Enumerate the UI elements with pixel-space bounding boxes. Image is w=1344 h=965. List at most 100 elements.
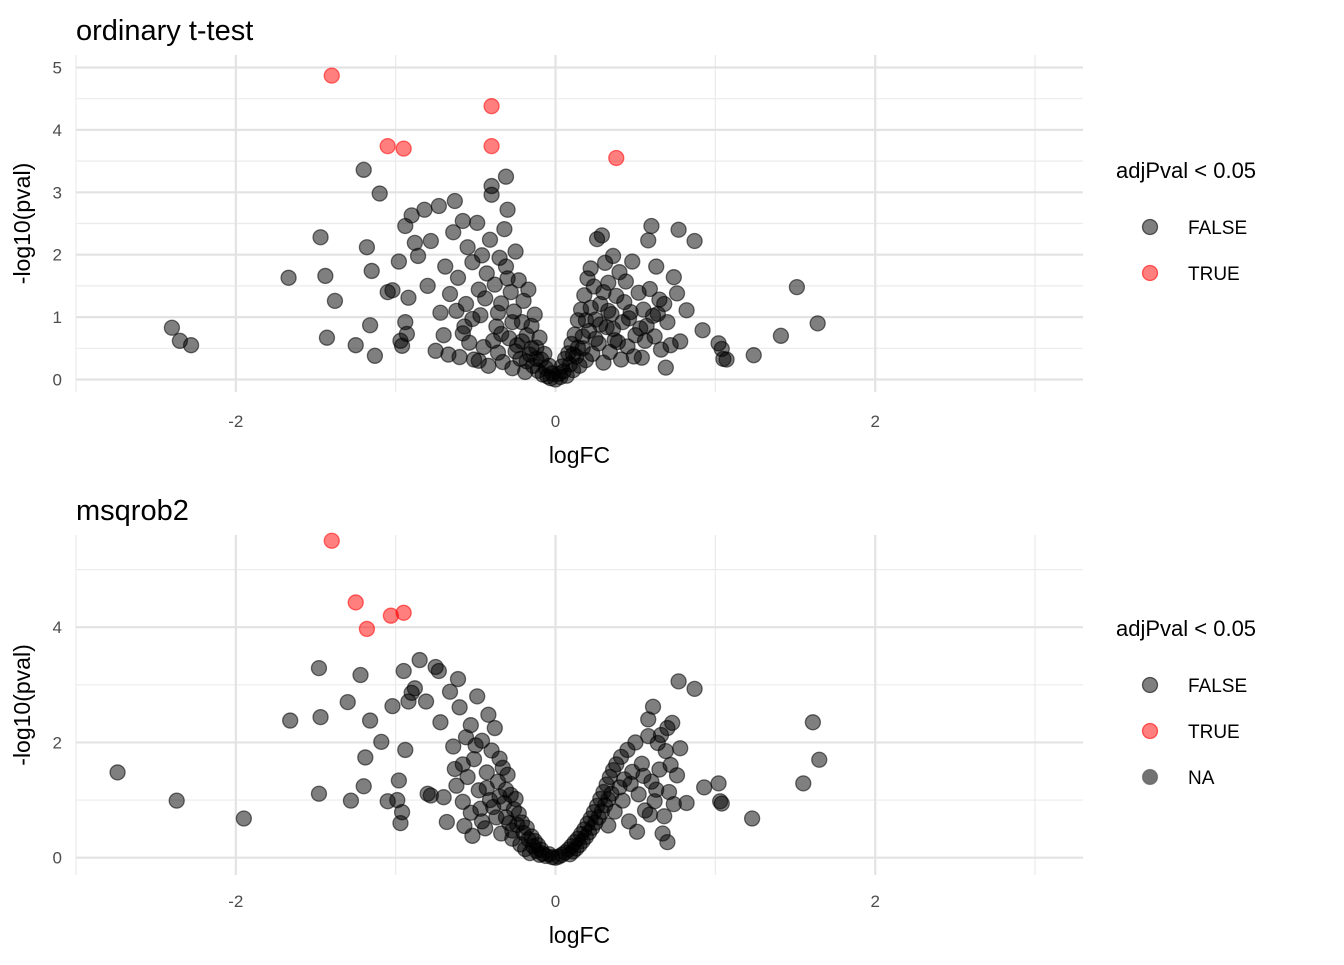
data-point-false xyxy=(310,659,328,677)
data-point-false xyxy=(109,764,126,781)
data-point-false xyxy=(342,792,360,809)
legend-key-true xyxy=(1141,722,1159,740)
chart-title: ordinary t-test xyxy=(76,15,253,47)
data-point-false xyxy=(454,756,471,773)
y-tick-label: 5 xyxy=(53,58,62,77)
legend-key-false xyxy=(1141,676,1159,694)
data-point-false xyxy=(358,239,376,256)
data-point-false xyxy=(491,788,508,805)
legend-key-na xyxy=(1141,768,1159,786)
x-tick-label: 0 xyxy=(551,892,560,911)
data-point-false xyxy=(411,651,428,669)
data-point-false xyxy=(478,265,495,282)
data-point-false xyxy=(694,322,711,339)
data-point-false xyxy=(419,277,436,295)
legend-title: adjPval < 0.05 xyxy=(1116,158,1256,183)
y-tick-label: 0 xyxy=(53,849,62,868)
data-point-false xyxy=(604,247,622,265)
data-point-true xyxy=(395,140,412,157)
data-point-false xyxy=(804,714,822,731)
data-point-false xyxy=(635,767,652,785)
data-point-false xyxy=(435,327,452,344)
x-tick-label: 2 xyxy=(870,892,879,911)
data-point-false xyxy=(467,737,484,754)
data-point-false xyxy=(437,258,454,275)
data-point-false xyxy=(507,790,524,808)
data-point-false xyxy=(795,775,812,792)
data-point-false xyxy=(499,766,516,783)
data-point-false xyxy=(620,310,638,327)
data-point-true xyxy=(483,98,500,115)
legend-label: FALSE xyxy=(1188,218,1247,239)
data-point-false xyxy=(390,772,408,789)
data-point-true xyxy=(395,604,412,621)
data-point-false xyxy=(668,767,686,784)
data-point-false xyxy=(438,813,455,831)
data-point-false xyxy=(317,267,334,285)
data-point-false xyxy=(384,282,401,299)
data-point-false xyxy=(361,317,379,334)
data-point-false xyxy=(182,337,200,354)
data-point-false xyxy=(371,185,388,202)
data-point-false xyxy=(454,212,471,230)
data-point-false xyxy=(406,680,424,697)
data-point-true xyxy=(358,620,376,638)
data-point-false xyxy=(672,333,689,350)
data-point-false xyxy=(486,276,503,293)
data-point-false xyxy=(393,804,411,821)
y-tick-label: 4 xyxy=(53,121,62,140)
data-point-false xyxy=(355,778,372,795)
data-point-false xyxy=(614,792,631,809)
data-point-false xyxy=(745,347,762,364)
data-point-false xyxy=(473,813,491,830)
data-point-false xyxy=(811,751,828,768)
data-point-false xyxy=(451,348,468,366)
data-point-false xyxy=(497,168,515,185)
data-point-false xyxy=(696,779,713,796)
data-point-false xyxy=(651,291,668,308)
y-tick-label: 1 xyxy=(53,308,62,327)
data-point-false xyxy=(582,299,599,316)
y-axis-label: -log10(pval) xyxy=(9,163,35,284)
data-point-false xyxy=(628,823,646,840)
data-point-false xyxy=(400,289,417,306)
data-point-false xyxy=(668,285,686,302)
data-point-false xyxy=(462,804,479,821)
data-point-false xyxy=(640,232,657,249)
data-point-false xyxy=(657,359,674,376)
data-point-false xyxy=(670,673,687,690)
data-point-false xyxy=(163,319,181,336)
data-point-false xyxy=(593,227,611,244)
data-point-false xyxy=(339,693,356,711)
data-point-false xyxy=(643,217,660,235)
data-point-false xyxy=(595,283,612,301)
data-point-false xyxy=(504,313,521,331)
data-point-false xyxy=(497,809,515,826)
data-point-true xyxy=(323,532,340,549)
data-point-true xyxy=(608,149,625,167)
data-point-false xyxy=(496,220,513,238)
data-point-false xyxy=(432,304,449,321)
data-point-false xyxy=(648,258,665,275)
data-point-false xyxy=(713,795,730,812)
data-point-false xyxy=(654,825,671,842)
data-point-false xyxy=(470,352,487,369)
data-point-false xyxy=(606,803,623,820)
data-point-false xyxy=(454,793,471,810)
x-tick-label: 0 xyxy=(551,412,560,431)
data-point-false xyxy=(478,779,495,797)
y-tick-label: 0 xyxy=(53,371,62,390)
data-point-false xyxy=(448,302,465,320)
data-point-false xyxy=(587,330,604,348)
data-point-false xyxy=(483,186,500,203)
data-point-false xyxy=(672,740,689,757)
data-point-false xyxy=(310,785,328,802)
legend-label: TRUE xyxy=(1188,264,1240,285)
data-point-false xyxy=(600,302,617,320)
legend-label: TRUE xyxy=(1188,722,1240,743)
y-axis-label: -log10(pval) xyxy=(9,644,35,765)
data-point-false xyxy=(398,325,416,343)
x-tick-label: 2 xyxy=(870,412,879,431)
x-tick-label: -2 xyxy=(228,412,243,431)
